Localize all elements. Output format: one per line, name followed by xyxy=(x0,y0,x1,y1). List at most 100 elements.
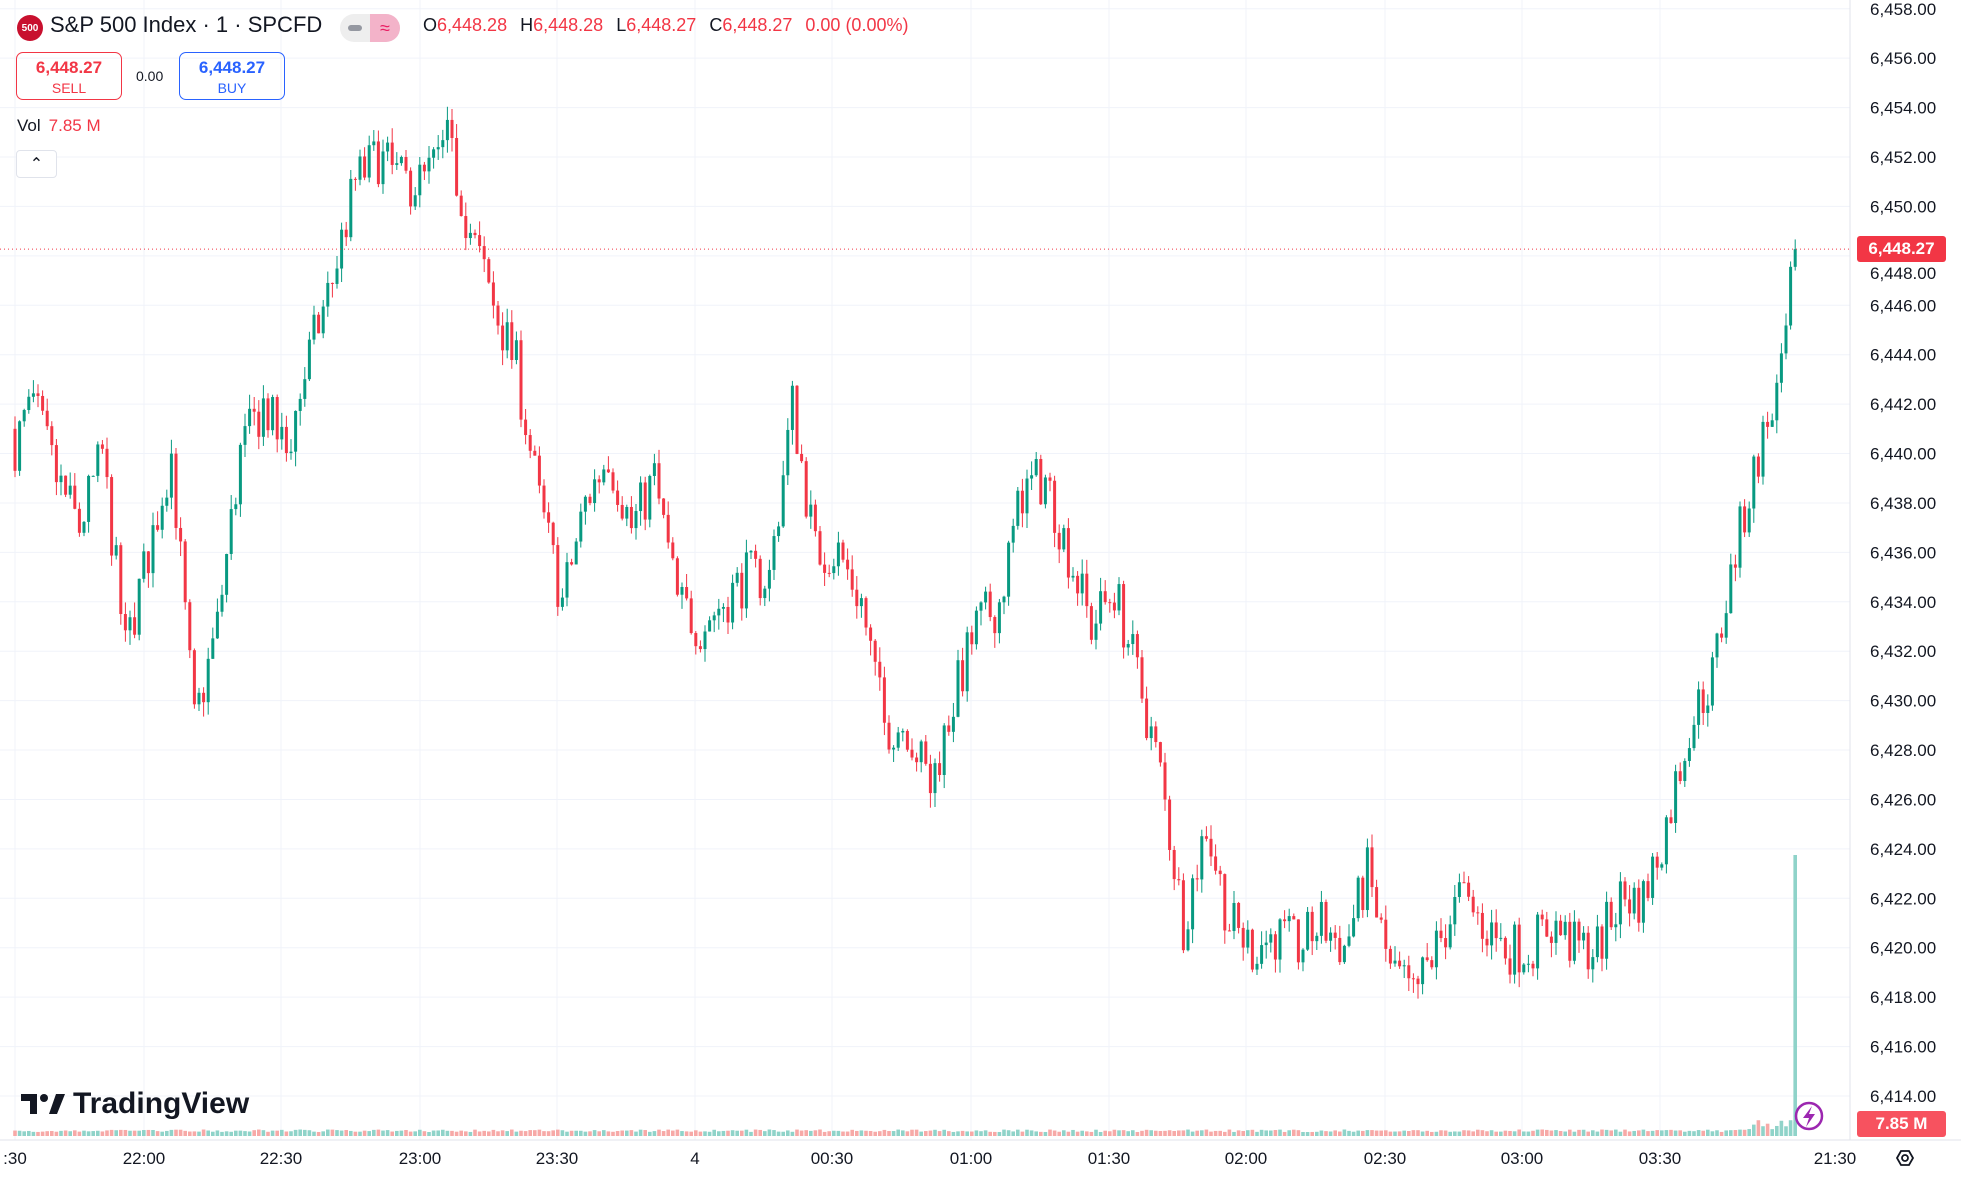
candle-body xyxy=(1145,698,1149,739)
volume-bar xyxy=(942,1129,946,1136)
volume-bar xyxy=(671,1130,675,1136)
candle-body xyxy=(192,650,196,705)
volume-bar xyxy=(1586,1131,1590,1136)
time-tick-label: 03:00 xyxy=(1501,1149,1544,1168)
volume-bar xyxy=(1351,1131,1356,1136)
volume-bar xyxy=(109,1129,114,1136)
volume-bar xyxy=(399,1130,404,1136)
volume-bar xyxy=(786,1130,790,1136)
volume-bar xyxy=(22,1131,26,1136)
candle-body xyxy=(330,282,334,284)
candle-body xyxy=(1287,916,1291,922)
price-tick-label: 6,452.00 xyxy=(1870,148,1936,167)
candle-body xyxy=(1315,935,1319,942)
volume-bar xyxy=(1232,1131,1236,1136)
candle-body xyxy=(1559,920,1563,936)
volume-bar xyxy=(1784,1126,1788,1136)
volume-bar xyxy=(891,1131,896,1136)
candle-body xyxy=(556,545,560,607)
candle-body xyxy=(179,527,183,542)
candle-body xyxy=(818,531,822,565)
minus-icon xyxy=(340,14,370,42)
volume-bar xyxy=(1508,1130,1512,1136)
candle-body xyxy=(675,558,679,595)
volume-bar xyxy=(1531,1130,1535,1136)
volume-bar xyxy=(1213,1130,1218,1136)
candle-body xyxy=(363,156,367,178)
candle-body xyxy=(234,504,238,510)
candle-body xyxy=(229,509,233,554)
volume-bar xyxy=(1167,1130,1172,1136)
candle-body xyxy=(220,594,224,612)
volume-bar xyxy=(1641,1129,1646,1136)
lightning-icon[interactable] xyxy=(1794,1101,1824,1131)
candle-body xyxy=(514,340,518,360)
candle-body xyxy=(1324,901,1328,941)
volume-bar xyxy=(390,1131,394,1136)
candle-body xyxy=(754,550,758,559)
price-tick-label: 6,436.00 xyxy=(1870,543,1936,562)
candle-body xyxy=(1641,881,1645,923)
candle-body xyxy=(1674,771,1678,824)
volume-bar xyxy=(519,1130,523,1136)
volume-bar xyxy=(1719,1131,1724,1136)
volume-bar xyxy=(1273,1130,1278,1136)
candle-body xyxy=(859,598,863,607)
candle-body xyxy=(1365,847,1369,911)
volume-bar xyxy=(1370,1130,1374,1136)
volume-bar xyxy=(1411,1130,1416,1136)
volume-bar xyxy=(1131,1130,1135,1136)
candle-body xyxy=(1283,919,1287,922)
candle-body xyxy=(1227,930,1231,932)
volume-bar xyxy=(542,1131,546,1136)
volume-bar xyxy=(13,1130,17,1136)
candle-body xyxy=(1457,882,1461,898)
volume-bar xyxy=(822,1131,827,1136)
volume-bar xyxy=(560,1130,565,1136)
price-tick-label: 6,442.00 xyxy=(1870,395,1936,414)
volume-bar xyxy=(1278,1129,1282,1136)
volume-bar xyxy=(919,1131,923,1136)
volume-bar xyxy=(1204,1129,1209,1136)
volume-bar xyxy=(1687,1130,1692,1136)
market-status-toggle[interactable]: ≈ xyxy=(340,14,400,42)
collapse-button[interactable]: ⌃ xyxy=(16,150,57,178)
volume-bar xyxy=(1250,1129,1255,1136)
candle-body xyxy=(1329,932,1333,941)
symbol-title[interactable]: S&P 500 Index · 1 · SPCFD xyxy=(50,12,323,37)
volume-bar xyxy=(165,1130,169,1136)
price-tick-label: 6,426.00 xyxy=(1870,790,1936,809)
time-tick-label: 21:30 xyxy=(1814,1149,1857,1168)
candle-body xyxy=(1039,458,1043,505)
grid xyxy=(0,0,1850,1140)
volume-bar xyxy=(243,1131,247,1136)
candle-body xyxy=(588,496,592,504)
candle-body xyxy=(1168,799,1172,850)
candle-body xyxy=(1062,528,1066,550)
candle-body xyxy=(551,522,555,546)
candle-body xyxy=(1430,960,1434,968)
candle-body xyxy=(846,559,850,570)
volume-bar xyxy=(726,1130,730,1136)
volume-bar xyxy=(661,1131,666,1136)
candle-body xyxy=(31,393,35,397)
buy-button[interactable]: 6,448.27 BUY xyxy=(179,52,285,100)
volume-bar xyxy=(1742,1129,1747,1136)
candle-body xyxy=(482,246,486,260)
tradingview-logo[interactable]: TradingView xyxy=(21,1087,249,1121)
volume-bar xyxy=(1062,1130,1066,1136)
volume-bar xyxy=(1434,1131,1439,1136)
candle-body xyxy=(721,606,725,609)
candle-body xyxy=(298,398,302,411)
volume-bar xyxy=(247,1131,252,1136)
candle-body xyxy=(777,526,781,537)
candle-body xyxy=(1476,912,1480,914)
settings-icon[interactable] xyxy=(1895,1150,1915,1166)
sell-button[interactable]: 6,448.27 SELL xyxy=(16,52,122,100)
volume-bar xyxy=(556,1129,560,1136)
volume-bar xyxy=(960,1130,965,1136)
candle-body xyxy=(878,661,882,678)
close-label: C xyxy=(709,15,723,35)
volume-bar xyxy=(606,1131,611,1136)
